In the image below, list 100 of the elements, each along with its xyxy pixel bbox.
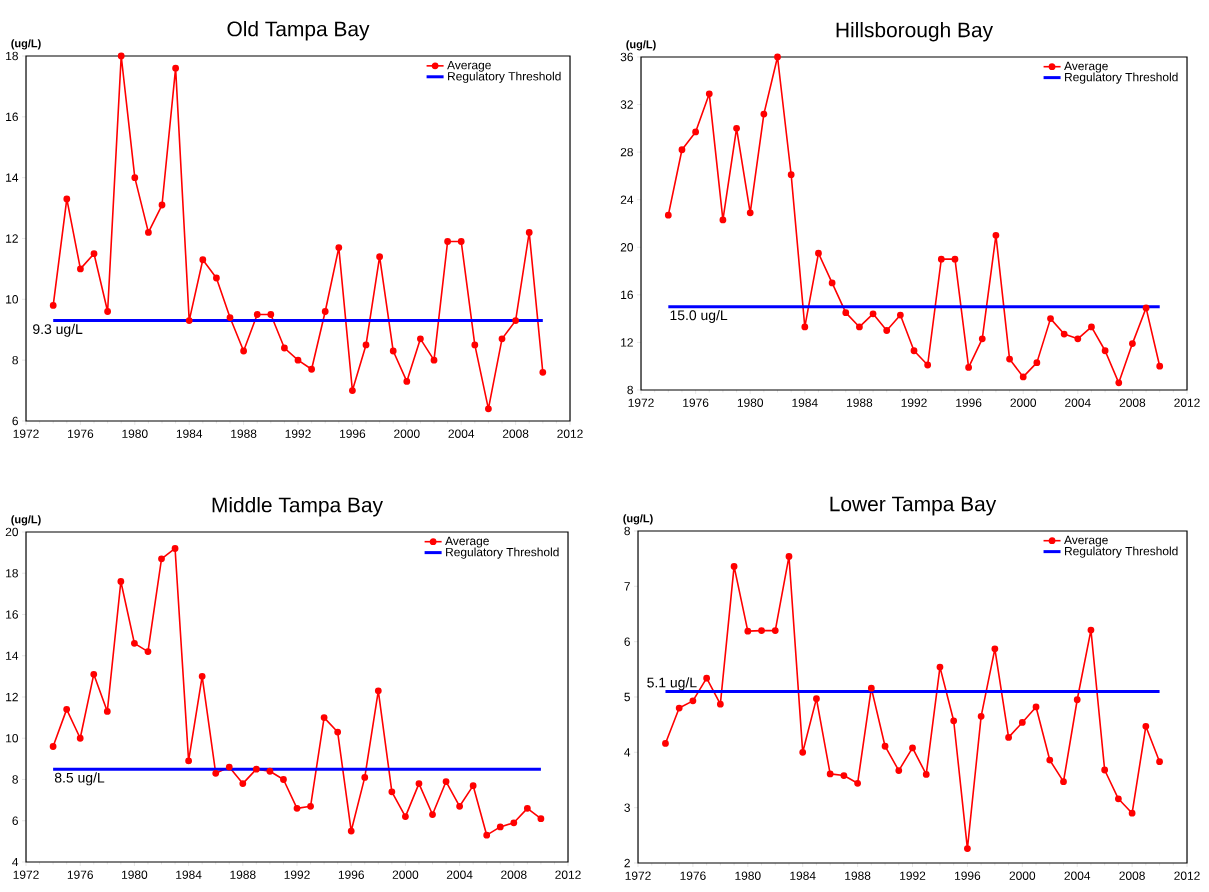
y-tick-label: 8 bbox=[12, 355, 18, 365]
point bbox=[469, 782, 477, 790]
y-tick-label: 2 bbox=[624, 858, 630, 868]
point bbox=[815, 249, 822, 257]
point bbox=[239, 780, 247, 788]
x-tick-label: 2000 bbox=[392, 870, 419, 879]
x-tick-label: 1992 bbox=[900, 871, 926, 880]
point bbox=[280, 776, 287, 783]
point bbox=[922, 771, 930, 778]
point bbox=[840, 772, 848, 779]
point bbox=[212, 769, 220, 777]
point bbox=[483, 831, 491, 839]
x-tick-label: 2004 bbox=[448, 429, 475, 438]
x-tick-label: 1984 bbox=[790, 871, 816, 880]
x-tick-label: 1996 bbox=[340, 429, 366, 438]
x-tick-label: 1988 bbox=[231, 429, 257, 438]
point bbox=[267, 311, 275, 318]
point bbox=[1087, 626, 1095, 634]
point bbox=[1156, 758, 1163, 766]
y-tick-label: 20 bbox=[620, 243, 634, 252]
y-tick-label: 8 bbox=[12, 775, 18, 784]
annotation: 5.1 ug/L bbox=[647, 677, 697, 691]
point bbox=[131, 174, 139, 182]
point bbox=[799, 748, 807, 756]
point bbox=[965, 363, 973, 371]
point bbox=[308, 365, 316, 373]
x-tick-label: 2000 bbox=[1009, 871, 1036, 880]
x-tick-label: 1972 bbox=[13, 429, 39, 438]
legend-label: Average bbox=[445, 536, 489, 548]
x-tick-label: 1992 bbox=[901, 398, 927, 407]
chart-title: Old Tampa Bay bbox=[227, 20, 370, 41]
point bbox=[760, 110, 768, 118]
y-tick-label: 3 bbox=[624, 803, 630, 812]
point bbox=[510, 819, 518, 827]
point bbox=[429, 811, 436, 818]
x-tick-label: 2012 bbox=[1174, 398, 1200, 407]
point bbox=[771, 627, 779, 634]
point bbox=[854, 779, 862, 787]
point bbox=[787, 171, 795, 179]
x-tick-label: 1992 bbox=[285, 429, 311, 438]
point bbox=[498, 335, 506, 343]
x-tick-label: 2000 bbox=[394, 429, 420, 438]
x-tick-label: 1996 bbox=[956, 398, 982, 407]
point bbox=[1019, 373, 1027, 381]
point bbox=[991, 645, 999, 653]
point bbox=[525, 229, 533, 236]
x-tick-label: 1988 bbox=[845, 871, 871, 880]
point bbox=[705, 90, 713, 98]
point bbox=[471, 341, 479, 349]
point bbox=[774, 53, 781, 61]
point bbox=[104, 308, 112, 315]
point bbox=[252, 765, 260, 773]
point bbox=[1142, 722, 1150, 730]
point bbox=[349, 387, 356, 394]
x-tick-label: 1972 bbox=[13, 870, 39, 879]
point bbox=[485, 405, 492, 413]
x-tick-label: 1980 bbox=[122, 870, 148, 879]
point bbox=[842, 309, 850, 317]
point bbox=[389, 347, 397, 355]
point bbox=[199, 256, 207, 264]
point bbox=[523, 804, 531, 812]
x-tick-label: 1976 bbox=[680, 871, 706, 880]
legend-label: Regulatory Threshold bbox=[1065, 546, 1178, 558]
x-tick-label: 2008 bbox=[1119, 398, 1146, 407]
point bbox=[430, 356, 438, 364]
point bbox=[1101, 347, 1109, 355]
y-tick-label: 16 bbox=[6, 610, 18, 619]
legend-label: Regulatory Threshold bbox=[448, 71, 561, 83]
point bbox=[856, 323, 863, 331]
chart-title: Hillsborough Bay bbox=[836, 21, 993, 42]
point bbox=[63, 705, 71, 713]
point bbox=[103, 708, 111, 715]
point bbox=[1074, 335, 1082, 343]
annotation: 15.0 ug/L bbox=[670, 309, 728, 323]
x-tick-label: 1972 bbox=[628, 398, 654, 407]
point bbox=[716, 700, 724, 708]
point bbox=[1129, 340, 1136, 347]
point bbox=[402, 813, 409, 821]
point bbox=[828, 279, 836, 287]
y-tick-label: 14 bbox=[6, 173, 19, 182]
point bbox=[144, 648, 152, 656]
point bbox=[49, 743, 57, 750]
point bbox=[950, 717, 958, 725]
y-tick-label: 18 bbox=[6, 569, 18, 578]
point bbox=[49, 302, 57, 309]
y-tick-label: 12 bbox=[6, 692, 18, 702]
y-tick-label: 24 bbox=[620, 195, 634, 204]
point bbox=[225, 763, 233, 771]
y-tick-label: 5 bbox=[624, 692, 630, 702]
point bbox=[744, 627, 752, 635]
point bbox=[758, 627, 765, 634]
legend-label: Average bbox=[1064, 535, 1108, 547]
x-tick-label: 1976 bbox=[68, 429, 94, 438]
point bbox=[539, 368, 547, 376]
point bbox=[496, 823, 504, 831]
point bbox=[703, 674, 711, 682]
point bbox=[240, 347, 248, 355]
chart-title: Lower Tampa Bay bbox=[830, 496, 997, 516]
point bbox=[746, 209, 754, 217]
point bbox=[63, 195, 71, 203]
